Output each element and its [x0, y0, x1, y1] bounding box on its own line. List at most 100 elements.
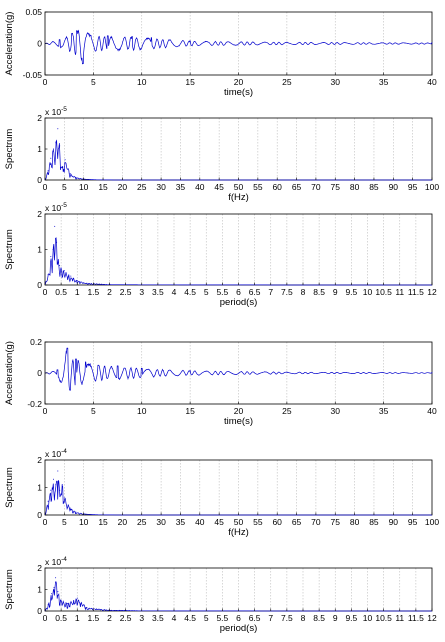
y-tick-label: 0 [37, 368, 42, 378]
x-tick-label: 40 [195, 182, 205, 192]
subplot-2: 0 5 10 15 20 25 30 35 40 45 50 55 60 65 70 75 80 85 90 95 10… [4, 106, 439, 203]
x-tick-label: 10 [363, 287, 373, 297]
x-tick-label: 100 [425, 517, 439, 527]
x-tick-label: 0 [43, 517, 48, 527]
data-point [59, 39, 60, 41]
data-point [76, 280, 78, 282]
data-point [53, 478, 54, 480]
x-tick-label: 0.5 [55, 287, 67, 297]
y-axis-label: Acceleration(g) [4, 12, 15, 76]
x-tick-label: 5 [204, 613, 209, 623]
x-tick-label: 45 [214, 182, 224, 192]
data-point [86, 607, 88, 609]
x-tick-label: 35 [176, 182, 186, 192]
x-axis-label: f(Hz) [228, 527, 249, 538]
x-tick-label: 12 [427, 287, 437, 297]
x-tick-label: 0 [43, 182, 48, 192]
y-tick-label: 0 [37, 39, 42, 49]
x-tick-label: 55 [253, 517, 263, 527]
y-axis-label: Spectrum [4, 129, 15, 170]
data-point [69, 507, 71, 509]
data-point [61, 484, 63, 486]
data-point [131, 36, 133, 38]
x-tick-label: 4 [172, 287, 177, 297]
x-tick-label: 1.5 [87, 613, 99, 623]
x-tick-label: 20 [118, 182, 128, 192]
x-tick-label: 65 [292, 182, 302, 192]
x-axis-label: time(s) [224, 87, 253, 98]
x-tick-label: 9.5 [345, 287, 357, 297]
axis-exponent-power: -5 [61, 202, 67, 209]
x-tick-label: 15 [185, 77, 195, 87]
x-tick-label: 2.5 [120, 613, 132, 623]
x-tick-label: 10 [137, 77, 147, 87]
x-tick-label: 11.5 [408, 613, 424, 623]
x-tick-label: 3 [139, 287, 144, 297]
y-tick-label: 0 [37, 510, 42, 520]
data-point [55, 577, 57, 579]
subplot-5: 0 5 10 15 20 25 30 35 40 45 50 55 60 65 70 75 80 85 90 95 10… [4, 448, 439, 538]
x-tick-label: 7 [268, 287, 273, 297]
data-point [97, 364, 99, 366]
y-axis-label: Spectrum [4, 229, 15, 270]
data-point [57, 470, 59, 472]
y-axis-label: Acceleration(g) [4, 341, 15, 405]
data-point [286, 41, 288, 43]
y-tick-label: 0.2 [30, 337, 42, 347]
x-tick-label: 7.5 [281, 613, 293, 623]
data-point [47, 170, 49, 172]
x-tick-label: 50 [234, 517, 244, 527]
data-point [57, 369, 59, 371]
x-tick-label: 2.5 [120, 287, 132, 297]
x-tick-label: 10 [79, 182, 89, 192]
x-tick-label: 35 [379, 406, 389, 416]
data-point [59, 265, 60, 266]
y-tick-label: 1 [37, 245, 42, 255]
data-series-line [45, 29, 432, 65]
data-point [189, 370, 191, 372]
x-tick-label: 2 [107, 613, 112, 623]
x-tick-label: 5 [62, 182, 67, 192]
x-tick-label: 5 [204, 287, 209, 297]
x-tick-label: 4.5 [184, 287, 196, 297]
data-point [75, 358, 77, 360]
x-tick-label: 95 [408, 517, 418, 527]
axis-exponent-label: x 10-5 [45, 202, 67, 213]
axis-exponent-power: -4 [61, 448, 67, 455]
data-point [64, 159, 66, 161]
axis-exponent-label: x 10-5 [45, 106, 67, 117]
data-point [90, 34, 91, 36]
subplot-1: 0 5 10 15 20 25 30 35 40-0.0500.05time(s)Acceler… [4, 7, 437, 98]
data-series-line [45, 347, 432, 391]
x-tick-label: 10 [79, 517, 89, 527]
data-point [50, 157, 52, 159]
y-tick-label: 0 [37, 606, 42, 616]
x-tick-label: 5 [91, 77, 96, 87]
x-tick-label: 85 [369, 517, 379, 527]
x-tick-label: 20 [234, 77, 244, 87]
data-point [54, 225, 56, 227]
data-point [57, 591, 59, 593]
x-tick-label: 8 [301, 613, 306, 623]
x-tick-label: 5 [62, 517, 67, 527]
data-point [150, 37, 152, 39]
data-point [76, 30, 78, 32]
subplot-6: 0 0.5 1 1.5 2 2.5 3 3.5 4 4.5 5 5.5 6 6.5 7 7.5 8 8.5 9 9.5… [4, 556, 437, 634]
x-tick-label: 10.5 [375, 287, 392, 297]
y-tick-label: 2 [37, 113, 42, 123]
x-axis-label: f(Hz) [228, 192, 249, 203]
data-point [52, 249, 54, 250]
x-tick-label: 90 [389, 517, 399, 527]
axis-exponent-label: x 10-4 [45, 448, 67, 459]
x-tick-label: 2 [107, 287, 112, 297]
axis-exponent-power: -4 [61, 556, 67, 563]
data-point [286, 371, 288, 373]
x-tick-label: 11 [395, 613, 404, 623]
x-tick-label: 4.5 [184, 613, 196, 623]
y-tick-label: 1 [37, 144, 42, 154]
y-tick-label: 2 [37, 209, 42, 219]
x-tick-label: 10.5 [375, 613, 392, 623]
x-tick-label: 40 [427, 77, 437, 87]
x-tick-label: 80 [350, 517, 360, 527]
data-point [63, 270, 65, 272]
